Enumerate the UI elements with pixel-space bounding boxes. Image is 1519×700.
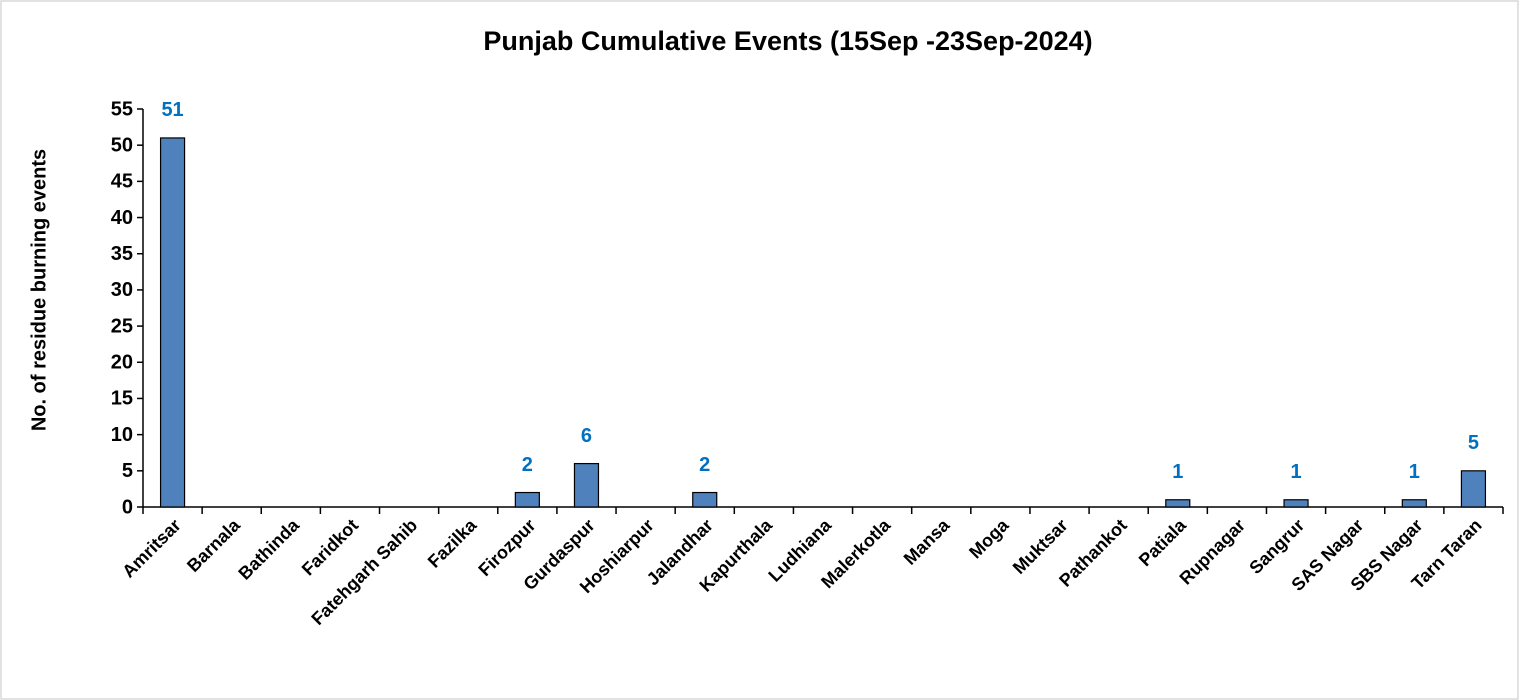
data-label: 5 bbox=[1468, 432, 1479, 454]
y-tick-label: 35 bbox=[111, 243, 133, 265]
bar bbox=[159, 137, 186, 508]
bar bbox=[1165, 499, 1191, 508]
bar bbox=[573, 462, 600, 508]
data-label: 1 bbox=[1290, 461, 1301, 483]
bar bbox=[1460, 470, 1487, 508]
bar bbox=[1283, 499, 1309, 508]
y-tick-label: 50 bbox=[111, 134, 133, 156]
y-tick-label: 55 bbox=[111, 98, 133, 120]
bar bbox=[1401, 499, 1427, 508]
y-tick-label: 30 bbox=[111, 279, 133, 301]
bar bbox=[692, 491, 718, 508]
data-label: 2 bbox=[522, 454, 533, 476]
y-tick-label: 25 bbox=[111, 315, 133, 337]
y-tick-label: 5 bbox=[122, 460, 133, 482]
y-axis-label: No. of residue burning events bbox=[28, 149, 50, 431]
y-tick-label: 15 bbox=[111, 388, 133, 410]
y-tick-label: 45 bbox=[111, 171, 133, 193]
data-label: 1 bbox=[1409, 461, 1420, 483]
chart-title: Punjab Cumulative Events (15Sep -23Sep-2… bbox=[483, 26, 1092, 56]
data-label: 1 bbox=[1172, 461, 1183, 483]
y-tick-label: 20 bbox=[111, 352, 133, 374]
data-label: 2 bbox=[699, 454, 710, 476]
y-tick-label: 40 bbox=[111, 207, 133, 229]
y-tick-label: 10 bbox=[111, 424, 133, 446]
bar bbox=[514, 491, 540, 508]
data-label: 51 bbox=[161, 99, 183, 121]
y-tick-label: 0 bbox=[122, 496, 133, 518]
data-label: 6 bbox=[581, 425, 592, 447]
